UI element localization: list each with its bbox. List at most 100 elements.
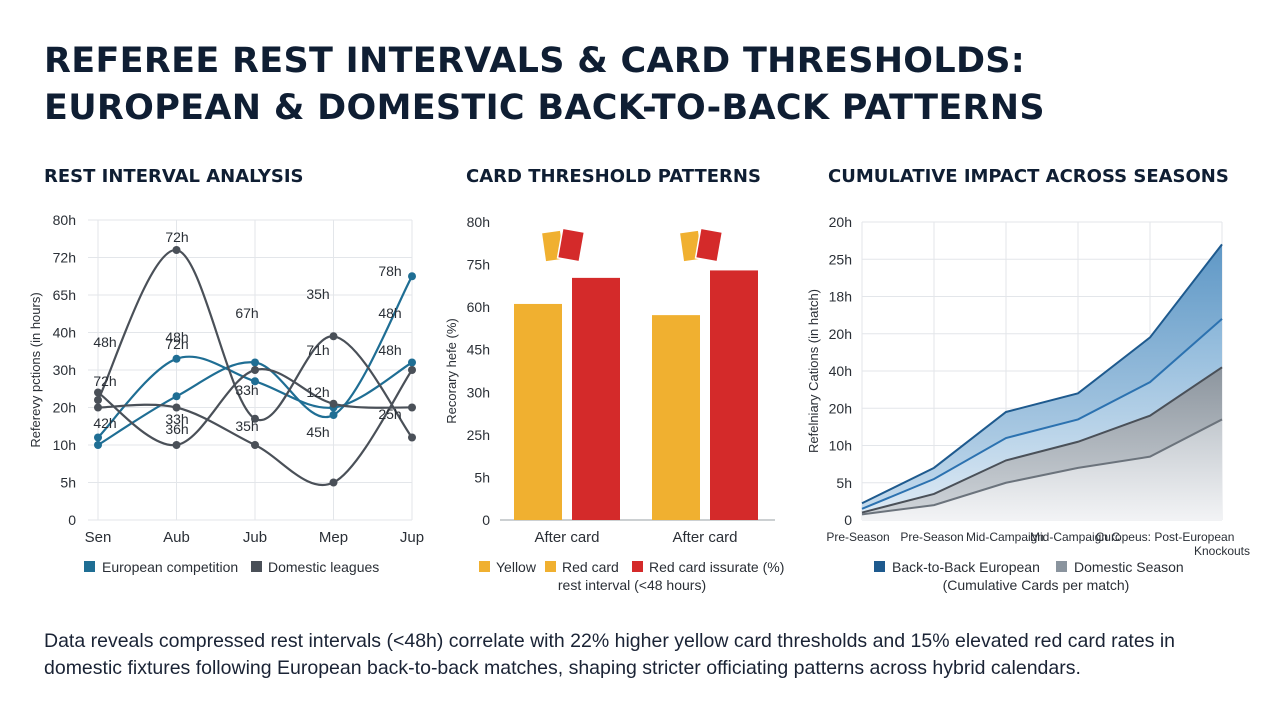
x-tick-label: Mid-Campaign — [966, 530, 1044, 544]
series-line — [97, 368, 413, 447]
y-tick-label: 20h — [53, 400, 76, 416]
cumulative-impact-chart: 0 5h 10h 20h 40h 20h 18h 25h 20h Refelniary Catio… — [806, 214, 1250, 593]
data-label: 48h — [165, 329, 188, 345]
data-point — [408, 366, 416, 374]
bar — [572, 277, 620, 520]
y-axis-label: Referevy pctions (in hours) — [28, 292, 43, 447]
rest-interval-chart: 0 5h 10h 20h 30h 40h 65h 72h 80h Sen Aub Jub Mep Jup R… — [28, 212, 424, 575]
series-line — [861, 318, 1223, 510]
data-label: 72h — [165, 336, 188, 352]
data-point — [408, 272, 416, 281]
data-label: 33h — [235, 382, 258, 398]
area-band — [862, 367, 1222, 515]
data-point — [408, 358, 416, 367]
card-threshold-chart: 0 5h 25h 30h 45h 60h 75h 80h Recorary hefe (%) Af… — [444, 214, 784, 593]
legend-swatch — [479, 561, 490, 572]
x-tick-label: Mid-Campaign C — [1030, 530, 1120, 544]
data-point — [172, 403, 181, 412]
data-label: 42h — [93, 415, 116, 431]
legend-swatch-european — [84, 561, 95, 572]
data-label: 33h — [165, 411, 188, 427]
data-point — [94, 388, 102, 397]
bar — [652, 315, 700, 520]
data-label: 48h — [378, 342, 401, 358]
series-line — [97, 248, 413, 439]
x-tick-label: Sen — [85, 529, 112, 546]
legend-label: Red card issurate (%) — [649, 559, 784, 575]
data-label: 45h — [306, 424, 329, 440]
data-point — [172, 392, 181, 401]
y-tick-label: 10h — [53, 437, 76, 453]
data-point — [329, 332, 338, 341]
bar — [514, 303, 562, 520]
y-tick-label: 72h — [53, 250, 76, 266]
title-line-2: EUROPEAN & DOMESTIC BACK-TO-BACK PATTERN… — [44, 88, 1045, 128]
data-point — [329, 399, 338, 408]
y-tick-label: 30h — [467, 384, 490, 400]
data-label: 67h — [235, 305, 258, 321]
y-tick-label: 18h — [829, 289, 852, 305]
legend-swatch — [632, 561, 643, 572]
page-title: REFEREE REST INTERVALS & CARD THRESHOLDS… — [44, 38, 1244, 132]
data-label: 25h — [378, 406, 401, 422]
y-axis-label: Recorary hefe (%) — [444, 318, 459, 423]
data-point — [251, 377, 259, 386]
y-tick-label: 5h — [60, 475, 76, 491]
legend-swatch — [545, 561, 556, 572]
y-tick-label: 80h — [53, 212, 76, 228]
chart3-title: CUMULATIVE IMPACT ACROSS SEASONS — [828, 166, 1229, 187]
y-tick-label: 5h — [474, 469, 490, 485]
x-tick-label: Pre-Season — [826, 530, 889, 544]
y-tick-label: 75h — [467, 257, 490, 273]
data-point — [329, 411, 338, 419]
data-label: 48h — [93, 334, 116, 350]
x-tick-label: Mep — [319, 529, 348, 546]
y-tick-label: 25h — [467, 427, 490, 443]
y-tick-label: 10h — [829, 438, 852, 454]
title-line-1: REFEREE REST INTERVALS & CARD THRESHOLDS… — [44, 41, 1026, 81]
data-point — [172, 246, 181, 254]
legend-subtitle: rest interval (<48 hours) — [558, 577, 706, 593]
data-label: 48h — [378, 305, 401, 321]
series-line — [861, 243, 1223, 505]
legend-swatch — [1056, 561, 1067, 572]
data-label: 78h — [378, 263, 401, 279]
red-card-icon — [694, 227, 724, 263]
data-label: 72h — [165, 229, 188, 245]
series-line — [861, 418, 1223, 516]
y-tick-label: 5h — [836, 475, 852, 491]
y-tick-label: 20h — [829, 326, 852, 342]
legend-label: Back-to-Back European — [892, 559, 1040, 575]
y-tick-label: 0 — [482, 512, 490, 528]
data-point — [408, 403, 416, 412]
summary-text: Data reveals compressed rest intervals (… — [44, 630, 1176, 679]
y-tick-label: 30h — [53, 362, 76, 378]
data-point — [94, 433, 102, 442]
data-point — [251, 358, 259, 367]
y-tick-label: 60h — [467, 299, 490, 315]
x-tick-label: After card — [672, 529, 737, 546]
area-band — [862, 244, 1222, 509]
y-tick-label: 40h — [829, 363, 852, 379]
y-tick-label: 0 — [844, 512, 852, 528]
data-point — [251, 414, 259, 423]
data-point — [251, 441, 259, 449]
legend-subtitle: (Cumulative Cards per match) — [943, 577, 1130, 593]
y-tick-label: 20h — [829, 214, 852, 230]
bar — [710, 270, 758, 520]
x-tick-label: After card — [534, 529, 599, 546]
series-line — [97, 369, 413, 486]
area-band — [862, 419, 1222, 520]
legend-swatch-domestic — [251, 561, 262, 572]
x-tick-label: Curopeus: Post-European — [1096, 530, 1235, 544]
data-label: 71h — [306, 342, 329, 358]
data-point — [94, 403, 102, 412]
legend-label: Yellow — [496, 559, 537, 575]
data-label: 36h — [165, 421, 188, 437]
x-tick-label: Jup — [400, 529, 424, 546]
data-point — [94, 441, 102, 449]
legend-label: Red card — [562, 559, 619, 575]
legend-label-european: European competition — [102, 559, 238, 575]
chart2-title: CARD THRESHOLD PATTERNS — [466, 166, 761, 187]
y-tick-label: 65h — [53, 287, 76, 303]
